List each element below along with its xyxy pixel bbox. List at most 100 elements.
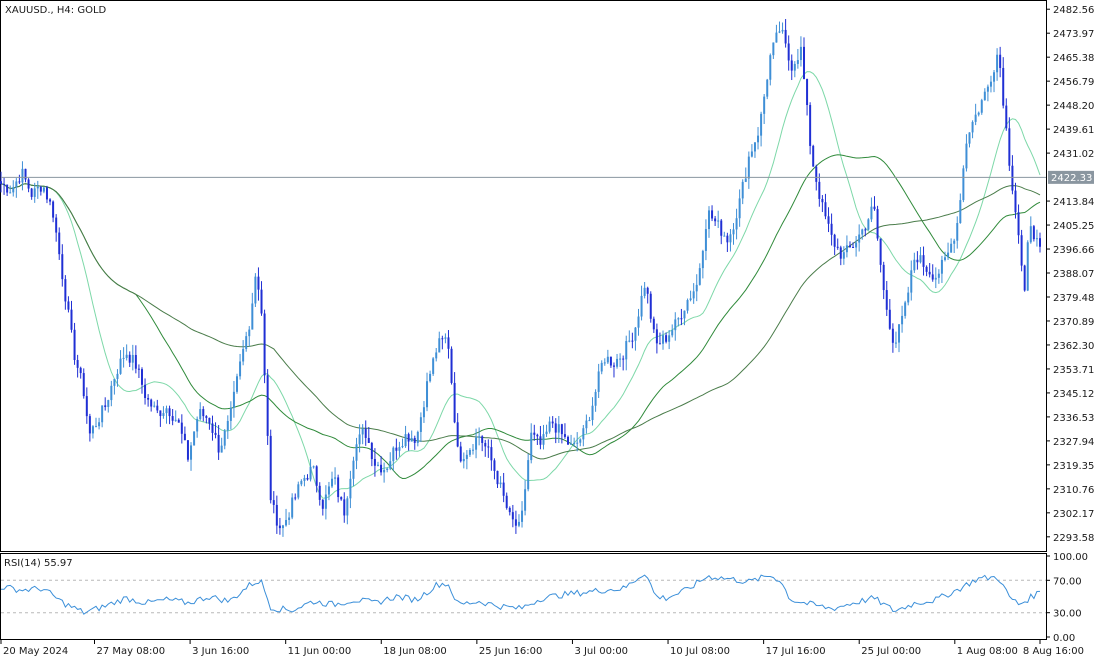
candle-body [894, 342, 897, 344]
candle-body [956, 223, 959, 241]
candle-body [867, 219, 870, 230]
candle-body [514, 519, 517, 526]
candle-body [772, 42, 775, 56]
candle-body [496, 470, 499, 485]
candle-body [0, 181, 2, 185]
candle-body [818, 181, 821, 199]
candle-body [616, 358, 619, 367]
candle-body [827, 216, 830, 224]
candle-body [413, 437, 416, 443]
candle-body [346, 498, 349, 516]
candle-body [594, 391, 597, 406]
candle-body [530, 432, 533, 461]
candle-body [907, 292, 910, 303]
candle-body [937, 273, 940, 278]
candle-body [27, 179, 30, 189]
candle-body [511, 512, 514, 520]
candle-body [275, 504, 278, 526]
candle-body [928, 271, 931, 275]
candle-body [229, 407, 232, 421]
candle-body [962, 168, 965, 201]
candle-body [848, 245, 851, 247]
candle-body [278, 525, 281, 529]
candle-body [380, 464, 383, 473]
candle-body [101, 405, 104, 423]
candle-body [386, 468, 389, 470]
candle-body [361, 428, 364, 435]
candle-body [85, 396, 88, 417]
candle-body [628, 340, 631, 342]
candle-body [58, 232, 61, 255]
candle-body [257, 276, 260, 290]
price-tick-label: 2293.58 [1053, 533, 1094, 544]
candle-body [331, 478, 334, 487]
price-tick-label: 2448.20 [1053, 101, 1094, 112]
candle-body [977, 112, 980, 115]
candle-body [508, 507, 511, 513]
candle-body [208, 417, 211, 424]
candle-body [671, 330, 674, 336]
candle-body [588, 420, 591, 422]
rsi-tick-label: 100.00 [1053, 552, 1088, 563]
candle-body [763, 96, 766, 114]
candle-body [122, 357, 125, 359]
candle-body [180, 422, 183, 434]
candle-body [453, 382, 456, 423]
candle-body [343, 499, 346, 516]
candle-body [260, 289, 263, 314]
candle-body [82, 373, 85, 397]
candle-body [432, 358, 435, 374]
moving-averages [0, 71, 1041, 499]
time-tick-label: 25 Jun 16:00 [479, 646, 543, 657]
price-tick-label: 2473.97 [1053, 29, 1094, 40]
candle-body [609, 356, 612, 366]
candle-body [1029, 226, 1032, 243]
candle-body [438, 338, 441, 353]
candle-body [603, 362, 606, 364]
candle-body [174, 419, 177, 421]
candle-body [171, 416, 174, 421]
candle-body [959, 200, 962, 224]
candle-body [499, 482, 502, 485]
candle-body [373, 459, 376, 466]
candle-body [582, 428, 585, 440]
candle-body [165, 408, 168, 414]
candle-body [266, 375, 269, 436]
current-price-tag-bg [1048, 170, 1094, 184]
candle-body [1039, 238, 1041, 247]
ma-mid-line [0, 154, 1041, 480]
candle-body [39, 186, 42, 192]
candle-body [747, 156, 750, 179]
candle-body [444, 337, 447, 339]
candle-body [873, 206, 876, 210]
candle-body [858, 234, 861, 243]
candle-body [88, 416, 91, 434]
candle-body [248, 329, 251, 337]
time-tick-label: 27 May 08:00 [97, 646, 166, 657]
time-tick-label: 3 Jun 16:00 [192, 646, 249, 657]
candle-body [812, 145, 815, 167]
candle-body [597, 371, 600, 392]
candle-body [901, 315, 904, 325]
candle-body [809, 105, 812, 146]
candle-body [760, 113, 763, 136]
candle-body [753, 142, 756, 152]
candle-body [521, 510, 524, 522]
price-tick-label: 2456.79 [1053, 77, 1094, 88]
candle-body [144, 384, 147, 398]
candle-body [285, 519, 288, 526]
candle-body [226, 420, 229, 431]
candle-body [12, 187, 15, 193]
time-tick-label: 20 May 2024 [3, 646, 68, 657]
candle-body [484, 442, 487, 447]
candle-body [950, 243, 953, 253]
candle-body [426, 381, 429, 408]
candle-body [297, 484, 300, 498]
candle-body [410, 437, 413, 442]
candle-body [717, 220, 720, 222]
candle-body [904, 302, 907, 316]
candle-body [545, 431, 548, 435]
rsi-axis: 100.00 70.00 30.00 0.00 [1046, 552, 1088, 644]
candle-body [239, 361, 242, 377]
